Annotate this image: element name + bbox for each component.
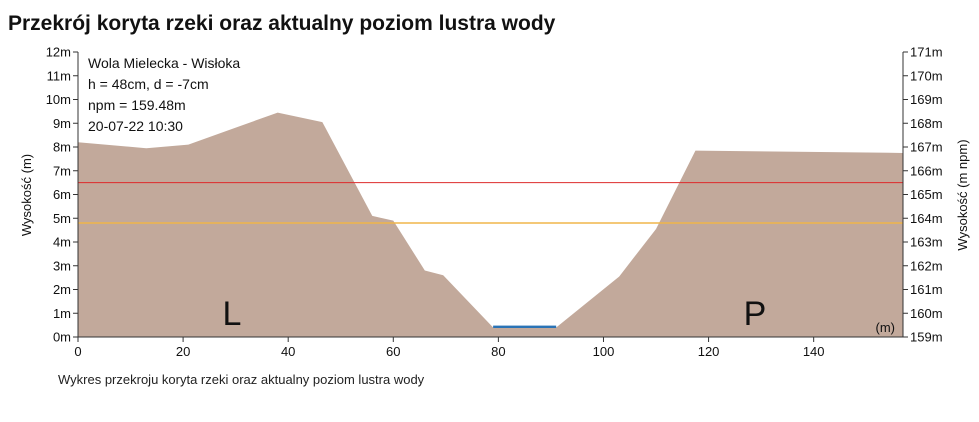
right-tick-label: 171m [910, 45, 943, 60]
x-tick-label: 120 [698, 344, 720, 359]
water-surface [493, 325, 557, 328]
left-tick-label: 5m [53, 211, 71, 226]
left-bank-label: L [223, 295, 242, 333]
left-tick-label: 0m [53, 330, 71, 345]
left-tick-label: 12m [46, 45, 71, 60]
chart-caption: Wykres przekroju koryta rzeki oraz aktua… [58, 372, 425, 387]
x-tick-label: 40 [281, 344, 295, 359]
left-tick-label: 7m [53, 163, 71, 178]
left-tick-label: 10m [46, 92, 71, 107]
right-tick-label: 162m [910, 258, 943, 273]
x-tick-label: 0 [74, 344, 81, 359]
right-tick-label: 160m [910, 306, 943, 321]
timestamp-text: 20-07-22 10:30 [88, 118, 183, 134]
left-tick-label: 3m [53, 258, 71, 273]
right-tick-label: 166m [910, 163, 943, 178]
left-tick-label: 11m [47, 68, 71, 83]
right-tick-label: 163m [910, 235, 943, 250]
left-tick-label: 8m [53, 140, 71, 155]
right-tick-label: 170m [910, 68, 943, 83]
x-tick-label: 20 [176, 344, 190, 359]
right-axis-title: Wysokość (m npm) [955, 139, 970, 250]
right-tick-label: 161m [910, 282, 943, 297]
right-tick-label: 164m [910, 211, 943, 226]
right-tick-label: 165m [910, 187, 943, 202]
npm-text: npm = 159.48m [88, 97, 186, 113]
right-tick-label: 169m [910, 92, 943, 107]
left-axis-title: Wysokość (m) [19, 154, 34, 236]
water-levels-text: h = 48cm, d = -7cm [88, 76, 209, 92]
right-tick-label: 167m [910, 140, 943, 155]
right-tick-label: 159m [910, 330, 943, 345]
cross-section-chart: 0m 1m 2m 3m 4m 5m 6m 7m 8m 9m 10m 11m 12m 159m 160m 161… [19, 45, 970, 360]
terrain-area [78, 112, 903, 337]
x-axis-unit: (m) [876, 320, 896, 335]
page-title: Przekrój koryta rzeki oraz aktualny pozi… [8, 12, 556, 35]
left-tick-label: 6m [53, 187, 71, 202]
left-tick-label: 9m [53, 116, 71, 131]
x-tick-label: 80 [491, 344, 505, 359]
x-tick-label: 100 [593, 344, 615, 359]
left-tick-label: 4m [53, 235, 71, 250]
left-tick-label: 2m [53, 282, 71, 297]
right-tick-label: 168m [910, 116, 943, 131]
station-name: Wola Mielecka - Wisłoka [88, 55, 240, 71]
right-bank-label: P [744, 295, 767, 333]
left-tick-label: 1m [53, 306, 71, 321]
x-tick-label: 140 [803, 344, 825, 359]
x-tick-label: 60 [386, 344, 400, 359]
